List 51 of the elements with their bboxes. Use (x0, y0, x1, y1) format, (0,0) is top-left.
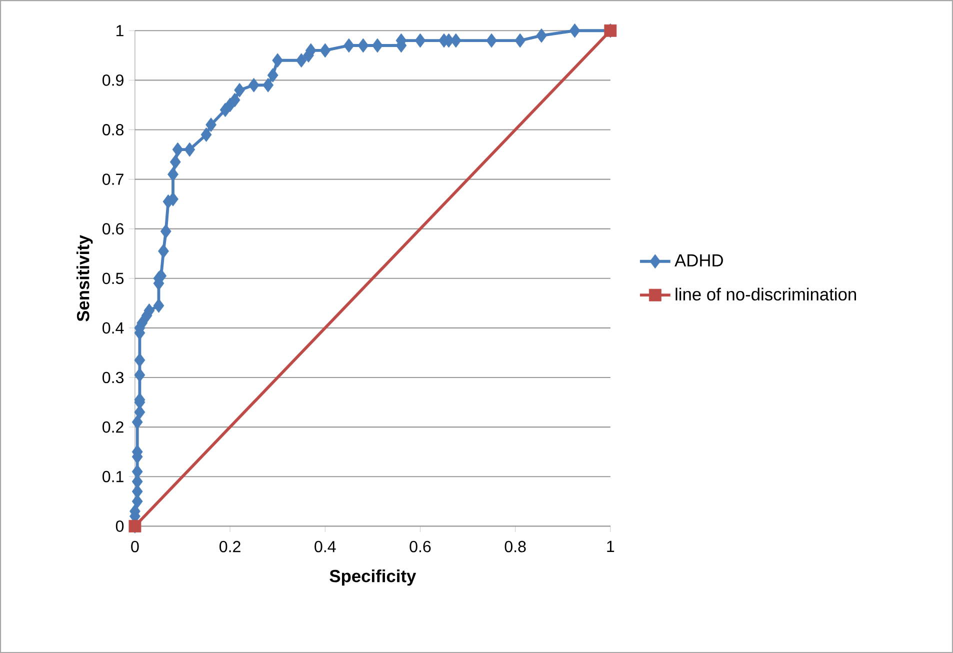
point (134, 352, 146, 368)
y-tick-label: 0.5 (102, 272, 124, 284)
x-tick-label: 0.4 (314, 540, 336, 552)
point (153, 298, 164, 313)
point (569, 23, 580, 38)
x-tick-label: 0.8 (504, 540, 526, 552)
point (134, 368, 146, 382)
point (358, 38, 369, 53)
legend-label: line of no-discrimination (676, 288, 856, 301)
point (200, 127, 212, 142)
point (234, 82, 246, 98)
x-tick-label: 0.6 (410, 540, 431, 552)
legend-label: ADHD (674, 254, 723, 266)
point (343, 38, 354, 53)
point (132, 414, 143, 430)
y-tick-label: 0.9 (102, 74, 124, 86)
point (248, 78, 260, 92)
y-tick-label: 1 (116, 25, 124, 36)
point (229, 92, 240, 108)
point (296, 53, 307, 68)
y-tick-label: 0.2 (102, 421, 124, 433)
point (536, 28, 547, 43)
point (262, 78, 274, 92)
point (206, 118, 216, 132)
x-tick-label: 0 (131, 540, 139, 552)
point (168, 192, 178, 206)
point (320, 43, 331, 58)
y-tick-label: 0.1 (102, 470, 124, 482)
point (514, 33, 526, 48)
point (450, 33, 462, 48)
y-tick-label: 0.3 (102, 372, 124, 384)
point (372, 38, 383, 53)
point (486, 33, 498, 48)
y-axis-title: Sensitivity (76, 234, 93, 322)
x-tick-label: 1 (607, 540, 614, 552)
y-tick-label: 0 (116, 520, 124, 532)
point (184, 142, 196, 157)
point (158, 244, 169, 258)
x-tick-label: 0.2 (220, 540, 240, 552)
y-tick-label: 0.6 (102, 223, 124, 234)
y-tick-label: 0.7 (102, 174, 124, 185)
point (170, 154, 181, 170)
point (267, 68, 278, 82)
point (160, 224, 172, 239)
y-tick-label: 0.4 (102, 322, 124, 334)
point (172, 142, 184, 157)
point (168, 167, 178, 182)
y-tick-label: 0.8 (102, 124, 124, 136)
point (272, 53, 284, 68)
x-axis-title: Specificity (330, 569, 416, 586)
point (414, 33, 426, 48)
